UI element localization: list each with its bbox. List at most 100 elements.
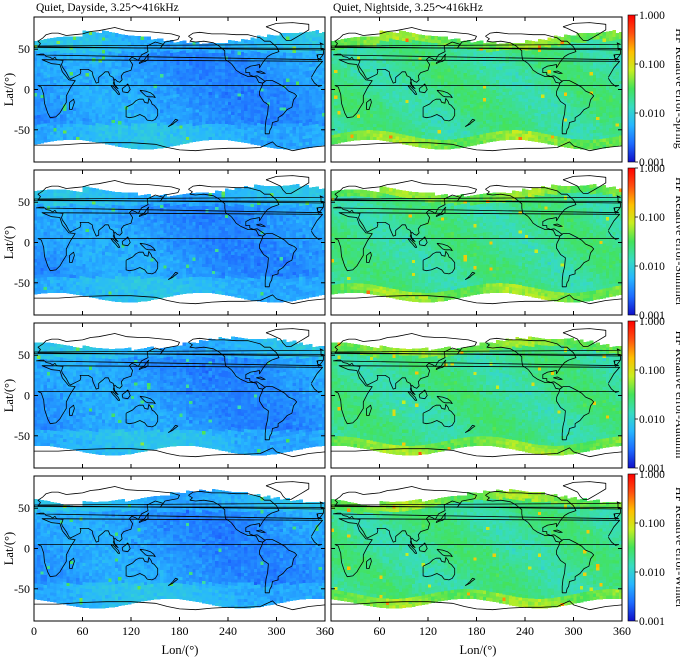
heatmap-column bbox=[567, 498, 571, 605]
heatmap-column bbox=[463, 495, 468, 599]
heatmap-column bbox=[502, 341, 506, 448]
heatmap-column bbox=[237, 41, 242, 142]
heatmap-column bbox=[182, 40, 187, 144]
heatmap-column bbox=[218, 190, 222, 295]
coastline bbox=[407, 544, 418, 554]
heatmap-column bbox=[431, 349, 435, 454]
heatmap-column bbox=[312, 501, 316, 599]
heatmap-column bbox=[382, 346, 387, 453]
heatmap-column bbox=[224, 338, 229, 452]
heatmap-column bbox=[418, 348, 422, 456]
heatmap-column bbox=[531, 491, 536, 609]
heatmap-column bbox=[360, 344, 364, 449]
heatmap-column bbox=[69, 505, 74, 606]
heatmap-column bbox=[82, 501, 87, 608]
heatmap-column bbox=[589, 340, 594, 451]
heatmap-column bbox=[408, 500, 413, 608]
heatmap-column bbox=[72, 506, 77, 607]
heatmap-column bbox=[450, 39, 455, 150]
heatmap-column bbox=[547, 37, 552, 145]
heatmap-column bbox=[137, 36, 142, 150]
y-tick-label: -50 bbox=[14, 123, 30, 137]
heatmap-column bbox=[518, 490, 523, 608]
coastline bbox=[34, 141, 325, 152]
heatmap-column bbox=[463, 40, 468, 148]
heatmap-column bbox=[85, 346, 90, 453]
heatmap-column bbox=[224, 491, 229, 608]
heatmap-column bbox=[82, 186, 87, 297]
heatmap-column bbox=[79, 507, 83, 608]
heatmap-column bbox=[76, 191, 80, 295]
heatmap-column bbox=[208, 491, 213, 605]
coastline bbox=[334, 212, 620, 272]
heatmap-column bbox=[312, 187, 316, 297]
coastline bbox=[435, 512, 447, 524]
heatmap-column bbox=[440, 36, 445, 150]
x-axis-label: Lon/(°) bbox=[162, 643, 199, 657]
heatmap-column bbox=[515, 42, 519, 140]
heatmap-column bbox=[192, 192, 197, 294]
heatmap-column bbox=[602, 502, 607, 600]
colorbar-2: 1.000 0.100 0.010 0.001 HF Relative error-Su… bbox=[627, 163, 680, 322]
heatmap-column bbox=[482, 490, 487, 601]
x-tick-label: 180 bbox=[468, 624, 486, 638]
heatmap-column bbox=[369, 36, 374, 140]
heatmap-column bbox=[550, 339, 555, 456]
heatmap-column bbox=[376, 348, 380, 452]
map-panel-winter-dayside: 50 0 -50 Lat/(°) 0 60 120 180 240 300 360 bbox=[2, 475, 334, 638]
heatmap-column bbox=[492, 342, 497, 447]
heatmap-column bbox=[350, 343, 355, 447]
heatmap-column bbox=[143, 497, 148, 602]
coastline bbox=[34, 447, 325, 458]
heatmap-column bbox=[482, 193, 487, 294]
heatmap-column bbox=[308, 344, 313, 448]
heatmap-column bbox=[198, 340, 203, 447]
coastline bbox=[556, 233, 595, 288]
heatmap-column bbox=[431, 35, 435, 150]
heatmap-column bbox=[34, 499, 38, 600]
heatmap-column bbox=[108, 191, 112, 302]
heatmap-column bbox=[101, 348, 106, 456]
coastline bbox=[37, 518, 323, 578]
heatmap-column bbox=[518, 191, 523, 295]
heatmap-column bbox=[573, 35, 578, 149]
heatmap-column bbox=[321, 32, 325, 146]
heatmap-column bbox=[176, 41, 180, 146]
heatmap-column bbox=[72, 190, 77, 295]
heatmap-column bbox=[182, 342, 187, 446]
heatmap-column bbox=[179, 194, 184, 295]
heatmap-column bbox=[179, 41, 184, 145]
heatmap-column bbox=[586, 33, 591, 150]
heatmap-column bbox=[270, 186, 274, 303]
heatmap-column bbox=[434, 498, 439, 603]
heatmap-column bbox=[389, 31, 393, 142]
heatmap-column bbox=[405, 500, 409, 608]
coastline bbox=[259, 80, 298, 135]
coastline bbox=[331, 501, 621, 509]
heatmap-column bbox=[353, 343, 358, 448]
coastline bbox=[37, 365, 323, 425]
heatmap-column bbox=[231, 491, 235, 609]
y-axis-label: Lat/(°) bbox=[2, 532, 16, 565]
coastline bbox=[34, 348, 324, 356]
heatmap-column bbox=[489, 192, 494, 294]
heatmap-column bbox=[508, 42, 513, 140]
y-tick-label: -50 bbox=[14, 582, 30, 596]
heatmap-column bbox=[605, 501, 610, 599]
heatmap-column bbox=[437, 194, 442, 302]
heatmap-column bbox=[531, 337, 536, 454]
heatmap-column bbox=[534, 492, 539, 609]
coastline bbox=[138, 53, 150, 65]
heatmap-column bbox=[337, 342, 342, 446]
heatmap-column bbox=[292, 184, 297, 301]
heatmap-column bbox=[544, 495, 549, 609]
heatmap-column bbox=[534, 337, 539, 455]
coastline bbox=[407, 391, 418, 401]
heatmap-column bbox=[72, 346, 77, 451]
heatmap-column bbox=[205, 490, 209, 605]
heatmap-column bbox=[525, 189, 529, 297]
colorbars: 1.000 0.100 0.010 0.001 HF Relative error-Sp… bbox=[627, 10, 680, 628]
heatmap-column bbox=[50, 342, 54, 447]
heatmap-column bbox=[457, 38, 461, 149]
heatmap-column bbox=[473, 345, 477, 447]
